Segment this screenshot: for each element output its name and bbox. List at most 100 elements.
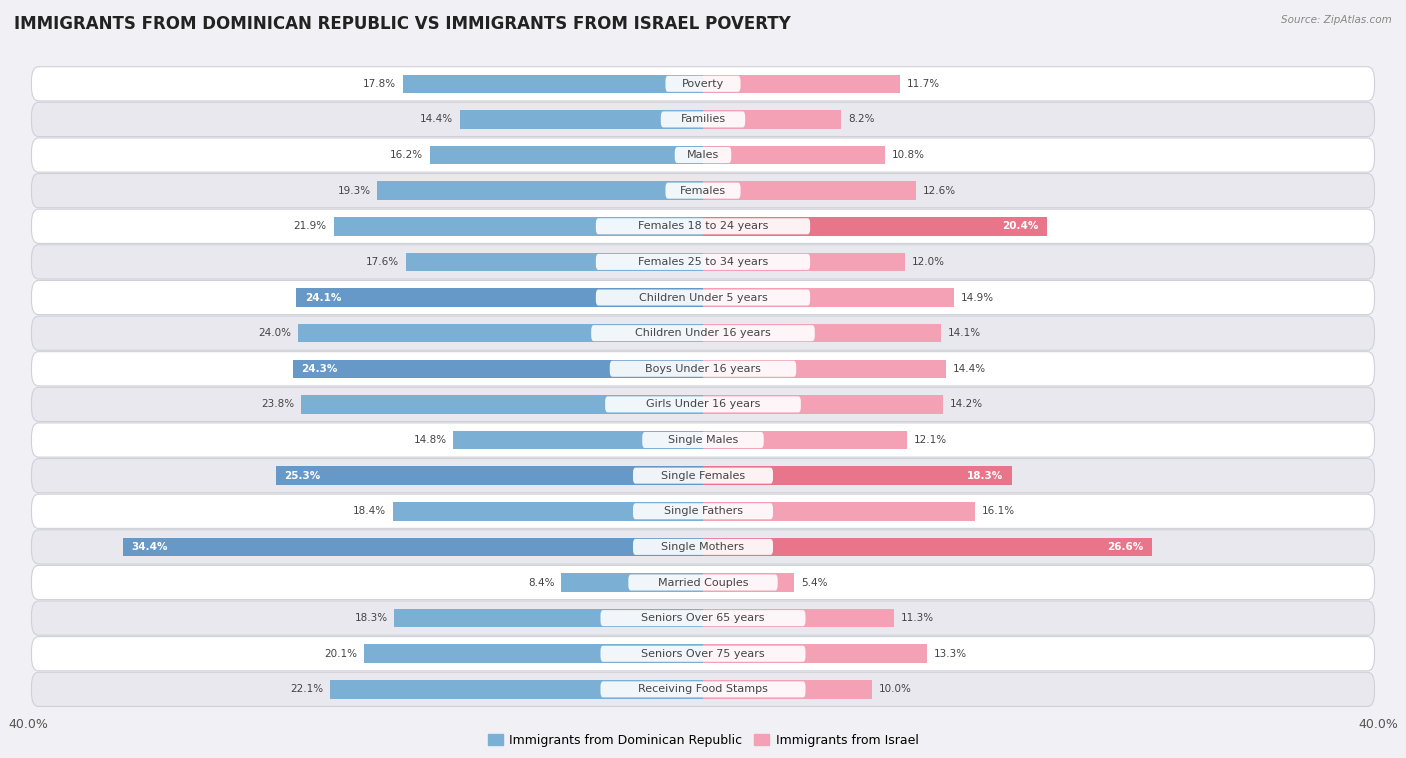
Bar (703, 431, 907, 449)
Bar (703, 573, 794, 592)
Bar (703, 502, 974, 521)
Bar (703, 252, 905, 271)
Bar (703, 74, 900, 93)
Text: Children Under 16 years: Children Under 16 years (636, 328, 770, 338)
FancyBboxPatch shape (665, 76, 741, 92)
Bar (460, 110, 703, 129)
Text: 20.4%: 20.4% (1002, 221, 1039, 231)
Text: Single Females: Single Females (661, 471, 745, 481)
FancyBboxPatch shape (633, 539, 773, 555)
Text: 14.4%: 14.4% (420, 114, 453, 124)
Text: 8.2%: 8.2% (848, 114, 875, 124)
Bar (703, 217, 1047, 236)
Text: Seniors Over 65 years: Seniors Over 65 years (641, 613, 765, 623)
Text: 21.9%: 21.9% (294, 221, 326, 231)
Legend: Immigrants from Dominican Republic, Immigrants from Israel: Immigrants from Dominican Republic, Immi… (482, 729, 924, 752)
FancyBboxPatch shape (665, 183, 741, 199)
Text: 12.1%: 12.1% (914, 435, 948, 445)
FancyBboxPatch shape (31, 672, 1375, 706)
FancyBboxPatch shape (610, 361, 796, 377)
FancyBboxPatch shape (643, 432, 763, 448)
Bar (402, 74, 703, 93)
Text: IMMIGRANTS FROM DOMINICAN REPUBLIC VS IMMIGRANTS FROM ISRAEL POVERTY: IMMIGRANTS FROM DOMINICAN REPUBLIC VS IM… (14, 15, 790, 33)
Text: 19.3%: 19.3% (337, 186, 371, 196)
Text: Receiving Food Stamps: Receiving Food Stamps (638, 684, 768, 694)
Text: 34.4%: 34.4% (131, 542, 167, 552)
Bar (703, 609, 894, 628)
FancyBboxPatch shape (596, 254, 810, 270)
Text: Females 18 to 24 years: Females 18 to 24 years (638, 221, 768, 231)
Bar (364, 644, 703, 663)
Text: 10.0%: 10.0% (879, 684, 911, 694)
FancyBboxPatch shape (31, 530, 1375, 564)
Text: 23.8%: 23.8% (262, 399, 295, 409)
Text: 16.2%: 16.2% (389, 150, 423, 160)
Text: Boys Under 16 years: Boys Under 16 years (645, 364, 761, 374)
FancyBboxPatch shape (31, 67, 1375, 101)
Text: 17.8%: 17.8% (363, 79, 396, 89)
Bar (703, 110, 841, 129)
Text: Married Couples: Married Couples (658, 578, 748, 587)
FancyBboxPatch shape (31, 245, 1375, 279)
Bar (703, 680, 872, 699)
Bar (392, 502, 703, 521)
Text: 14.4%: 14.4% (953, 364, 986, 374)
Text: 24.0%: 24.0% (259, 328, 291, 338)
Text: 18.3%: 18.3% (967, 471, 1004, 481)
Bar (297, 288, 703, 307)
FancyBboxPatch shape (31, 102, 1375, 136)
Text: Seniors Over 75 years: Seniors Over 75 years (641, 649, 765, 659)
FancyBboxPatch shape (600, 610, 806, 626)
Bar (453, 431, 703, 449)
FancyBboxPatch shape (31, 637, 1375, 671)
Text: 24.1%: 24.1% (305, 293, 342, 302)
Bar (330, 680, 703, 699)
FancyBboxPatch shape (675, 147, 731, 163)
Text: 18.3%: 18.3% (354, 613, 388, 623)
Text: 11.3%: 11.3% (900, 613, 934, 623)
FancyBboxPatch shape (596, 218, 810, 234)
Bar (292, 359, 703, 378)
Text: 25.3%: 25.3% (284, 471, 321, 481)
Text: Males: Males (688, 150, 718, 160)
Bar (703, 395, 942, 414)
Bar (561, 573, 703, 592)
Bar (703, 359, 946, 378)
Text: Source: ZipAtlas.com: Source: ZipAtlas.com (1281, 15, 1392, 25)
Bar (703, 181, 915, 200)
Text: 14.2%: 14.2% (949, 399, 983, 409)
Bar (377, 181, 703, 200)
Bar (406, 252, 703, 271)
FancyBboxPatch shape (596, 290, 810, 305)
FancyBboxPatch shape (31, 494, 1375, 528)
Text: Families: Families (681, 114, 725, 124)
FancyBboxPatch shape (31, 387, 1375, 421)
Text: 18.4%: 18.4% (353, 506, 385, 516)
Text: 13.3%: 13.3% (934, 649, 967, 659)
Text: 26.6%: 26.6% (1107, 542, 1143, 552)
FancyBboxPatch shape (31, 280, 1375, 315)
Bar (276, 466, 703, 485)
FancyBboxPatch shape (605, 396, 801, 412)
Text: Single Males: Single Males (668, 435, 738, 445)
Text: 20.1%: 20.1% (325, 649, 357, 659)
Text: Single Mothers: Single Mothers (661, 542, 745, 552)
FancyBboxPatch shape (661, 111, 745, 127)
Bar (703, 288, 955, 307)
FancyBboxPatch shape (633, 468, 773, 484)
Text: 17.6%: 17.6% (366, 257, 399, 267)
FancyBboxPatch shape (31, 209, 1375, 243)
Bar (703, 324, 941, 343)
FancyBboxPatch shape (31, 138, 1375, 172)
FancyBboxPatch shape (31, 174, 1375, 208)
Text: 16.1%: 16.1% (981, 506, 1015, 516)
FancyBboxPatch shape (600, 681, 806, 697)
FancyBboxPatch shape (31, 423, 1375, 457)
Text: 14.9%: 14.9% (962, 293, 994, 302)
FancyBboxPatch shape (591, 325, 815, 341)
Text: 14.8%: 14.8% (413, 435, 447, 445)
Bar (298, 324, 703, 343)
FancyBboxPatch shape (31, 352, 1375, 386)
Text: Girls Under 16 years: Girls Under 16 years (645, 399, 761, 409)
FancyBboxPatch shape (31, 565, 1375, 600)
